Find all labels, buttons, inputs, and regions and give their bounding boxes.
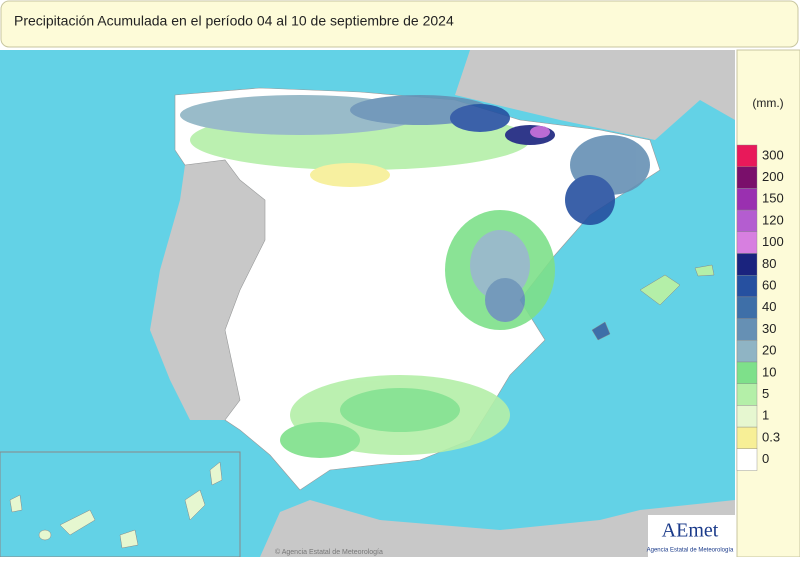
legend-label: 0 bbox=[762, 451, 769, 466]
france bbox=[455, 50, 735, 140]
legend-swatch bbox=[736, 275, 758, 298]
legend-label: 60 bbox=[762, 277, 776, 292]
mallorca bbox=[639, 274, 681, 306]
legend-swatch bbox=[736, 405, 758, 428]
legend-swatch bbox=[736, 231, 758, 254]
ibiza bbox=[591, 321, 611, 341]
credit: © Agencia Estatal de Meteorología bbox=[275, 548, 383, 556]
legend-swatch bbox=[736, 426, 758, 450]
legend-label: 80 bbox=[762, 256, 776, 271]
logo-name: AEmet bbox=[662, 520, 719, 542]
title-box bbox=[0, 0, 799, 48]
legend-swatch bbox=[736, 383, 758, 406]
legend-label: 120 bbox=[762, 212, 784, 227]
logo-box bbox=[648, 515, 735, 557]
spain bbox=[174, 87, 661, 491]
legend-swatch bbox=[736, 144, 758, 167]
legend-label: 40 bbox=[762, 299, 776, 314]
legend-label: 200 bbox=[762, 169, 784, 184]
legend-label: 300 bbox=[762, 147, 784, 162]
legend-swatch bbox=[736, 188, 758, 211]
legend-swatch bbox=[736, 361, 758, 384]
precip-fields bbox=[180, 95, 650, 458]
legend-label: 100 bbox=[762, 234, 784, 249]
africa bbox=[260, 500, 735, 557]
logo-subtitle: Agencia Estatal de Meteorología bbox=[647, 548, 734, 554]
legend-swatch bbox=[736, 296, 758, 319]
legend: 300 200 150 120 100 80 60 40 30 20 10 5 1 0.3 0 bbox=[736, 144, 784, 471]
menorca bbox=[694, 264, 715, 277]
legend-swatch bbox=[736, 166, 758, 189]
legend-swatch bbox=[736, 318, 758, 341]
title: Precipitación Acumulada en el período 04… bbox=[14, 13, 454, 29]
legend-swatch bbox=[736, 448, 758, 471]
legend-label: 5 bbox=[762, 386, 769, 401]
legend-swatch bbox=[736, 340, 758, 363]
legend-unit: (mm.) bbox=[752, 96, 783, 110]
portugal bbox=[150, 160, 265, 420]
canary-islands bbox=[9, 461, 223, 549]
legend-swatch bbox=[736, 209, 758, 233]
legend-label: 150 bbox=[762, 191, 784, 206]
legend-swatch bbox=[736, 253, 758, 276]
legend-label: 1 bbox=[762, 408, 769, 423]
legend-label: 0.3 bbox=[762, 429, 780, 444]
legend-label: 20 bbox=[762, 343, 776, 358]
legend-label: 10 bbox=[762, 364, 776, 379]
legend-label: 30 bbox=[762, 321, 776, 336]
